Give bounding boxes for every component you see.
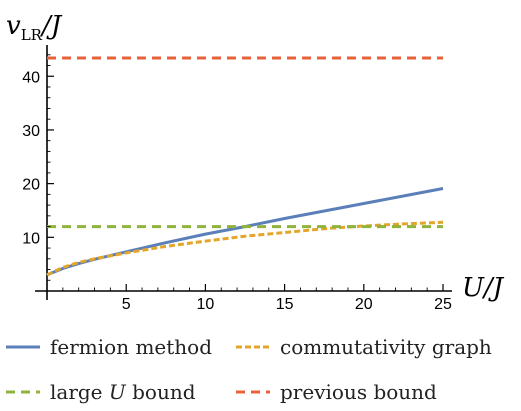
y-axis-label: vLR/J xyxy=(6,11,63,44)
y-tick-label: 10 xyxy=(22,230,40,247)
y-tick-label: 30 xyxy=(22,123,40,140)
x-tick-label: 20 xyxy=(355,296,373,313)
series-layer xyxy=(46,56,444,277)
y-tick-label: 20 xyxy=(22,177,40,194)
series-line-fermion-method xyxy=(46,187,444,277)
x-tick-label: 25 xyxy=(434,296,452,313)
axes xyxy=(35,45,452,300)
series-line-commutativity-graph xyxy=(46,220,444,277)
x-axis-label: U/J xyxy=(462,273,505,303)
y-tick-label: 40 xyxy=(22,69,40,86)
x-tick-label: 5 xyxy=(122,296,131,313)
x-tick-label: 10 xyxy=(197,296,215,313)
tick-layer: 10 20 30 40 5 10 15 20 25 xyxy=(22,54,452,313)
x-tick-label: 15 xyxy=(276,296,294,313)
